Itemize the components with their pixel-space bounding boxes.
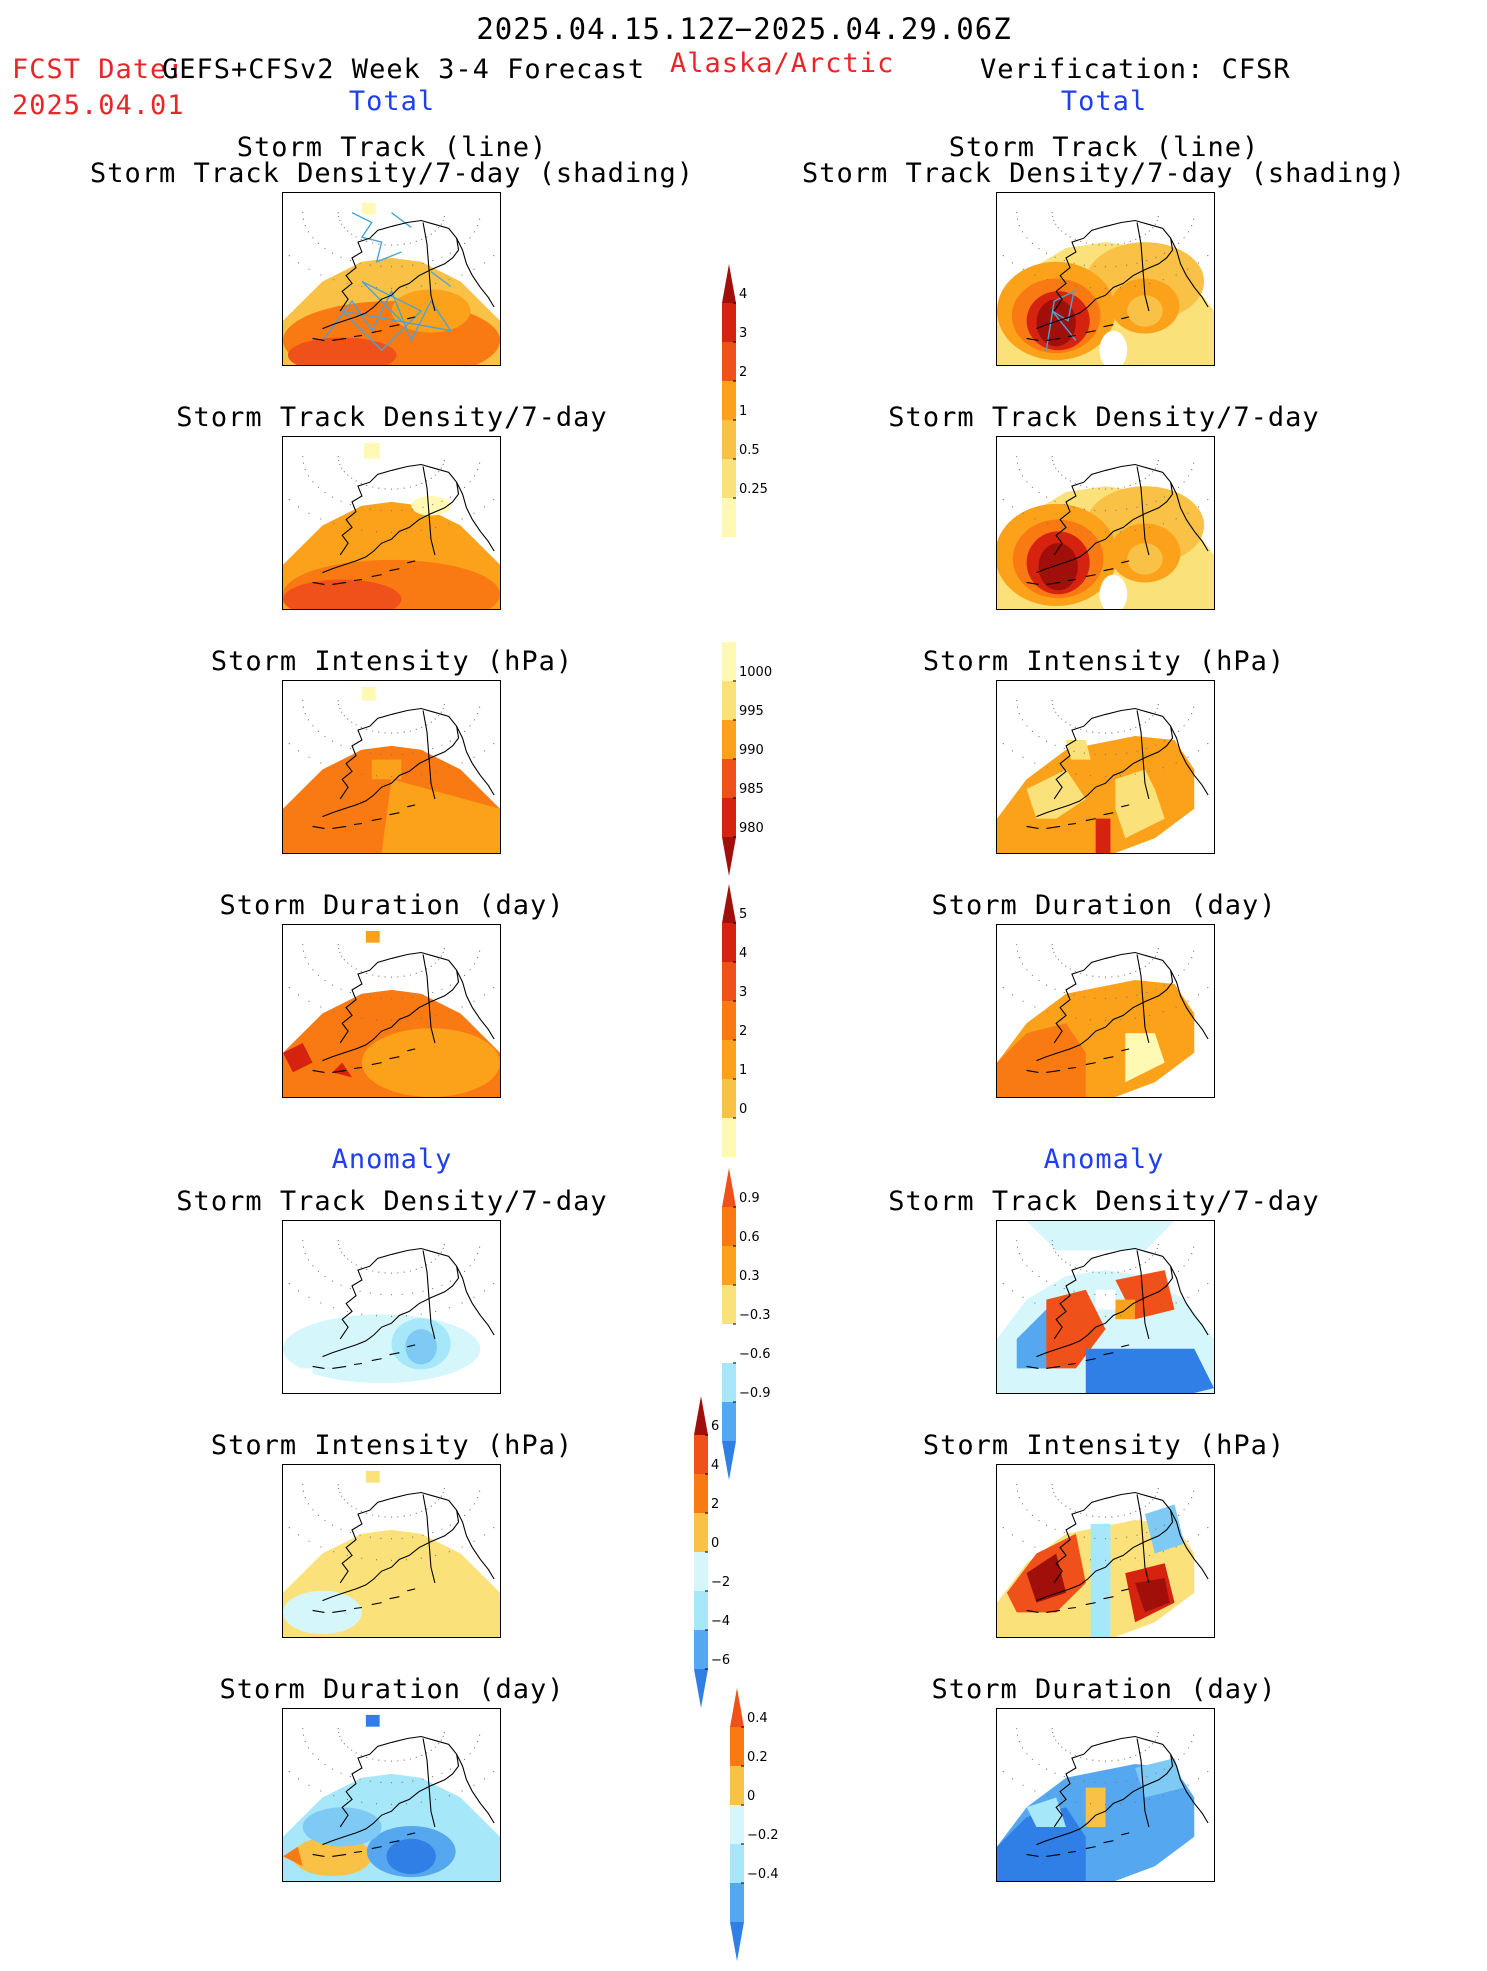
anomaly-label-right: Anomaly: [1043, 1144, 1165, 1175]
title-density-left: Storm Track Density/7-day: [176, 402, 608, 433]
colorbar-tick-label: −0.9: [739, 1386, 771, 1401]
colorbar-duration-anomaly: 0.4 0.2 0 −0.2 −0.4: [730, 1688, 800, 1971]
colorbar-density-total: 4 3 2 1 0.5 0.25: [722, 264, 792, 547]
colorbar-tick-label: 2: [711, 1497, 719, 1512]
model-title: GEFS+CFSv2 Week 3-4 Forecast: [162, 54, 646, 85]
colorbar-tick-label: 1000: [739, 665, 772, 680]
colorbar-tick-label: 0: [747, 1789, 755, 1804]
title-duration-left: Storm Duration (day): [219, 890, 565, 921]
map-duration-anomaly-forecast: [282, 1708, 501, 1882]
colorbar-density-anomaly: 0.9 0.6 0.3 −0.3 −0.6 −0.9: [722, 1168, 792, 1490]
verification-title: Verification: CFSR: [980, 54, 1291, 85]
title-intensity-anom-left: Storm Intensity (hPa): [210, 1430, 574, 1461]
map-intensity-anomaly-forecast: [282, 1464, 501, 1638]
colorbar-tick-label: 6: [711, 1419, 719, 1434]
colorbar-tick-label: 0.25: [739, 482, 768, 497]
colorbar-tick-label: 4: [739, 946, 747, 961]
total-label-left: Total: [348, 86, 436, 117]
colorbar-intensity-total: 1000 995 990 985 980: [722, 642, 792, 886]
title-density-right: Storm Track Density/7-day: [888, 402, 1320, 433]
colorbar-tick-label: −2: [711, 1575, 730, 1590]
colorbar-tick-label: 0.4: [747, 1711, 768, 1726]
colorbar-tick-label: 990: [739, 743, 764, 758]
title-intensity-left: Storm Intensity (hPa): [210, 646, 574, 677]
colorbar-tick-label: 0.5: [739, 443, 760, 458]
fcst-label: FCST Date:: [12, 54, 185, 85]
map-intensity-forecast: [282, 680, 501, 854]
colorbar-tick-label: 4: [711, 1458, 719, 1473]
colorbar-tick-label: −0.2: [747, 1828, 779, 1843]
anomaly-label-left: Anomaly: [331, 1144, 453, 1175]
map-density-forecast: [282, 436, 501, 610]
colorbar-tick-label: 2: [739, 365, 747, 380]
colorbar-tick-label: 1: [739, 1063, 747, 1078]
colorbar-tick-label: −0.4: [747, 1867, 779, 1882]
title-duration-anom-right: Storm Duration (day): [931, 1674, 1277, 1705]
map-density-anomaly-verification: [996, 1220, 1215, 1394]
colorbar-tick-label: 0.9: [739, 1191, 760, 1206]
colorbar-tick-label: 3: [739, 326, 747, 341]
colorbar-tick-label: 0: [739, 1102, 747, 1117]
colorbar-tick-label: −0.6: [739, 1347, 771, 1362]
colorbar-tick-label: 0: [711, 1536, 719, 1551]
title-track-shading-right: Storm Track Density/7-day (shading): [802, 158, 1406, 189]
fcst-date: 2025.04.01: [12, 90, 185, 121]
map-intensity-verification: [996, 680, 1215, 854]
title-track-shading-left: Storm Track Density/7-day (shading): [90, 158, 694, 189]
colorbar-tick-label: 0.6: [739, 1230, 760, 1245]
colorbar-tick-label: 5: [739, 907, 747, 922]
title-intensity-anom-right: Storm Intensity (hPa): [922, 1430, 1286, 1461]
total-label-right: Total: [1060, 86, 1148, 117]
title-track-line-right: Storm Track (line): [948, 132, 1260, 163]
colorbar-tick-label: 0.3: [739, 1269, 760, 1284]
map-duration-anomaly-verification: [996, 1708, 1215, 1882]
map-track-verification: [996, 192, 1215, 366]
colorbar-tick-label: 3: [739, 985, 747, 1000]
date-range-title: 2025.04.15.12Z−2025.04.29.06Z: [476, 12, 1012, 46]
colorbar-tick-label: 980: [739, 821, 764, 836]
title-duration-anom-left: Storm Duration (day): [219, 1674, 565, 1705]
colorbar-duration-total: 5 4 3 2 1 0: [722, 884, 792, 1167]
region-title: Alaska/Arctic: [670, 48, 895, 79]
colorbar-tick-label: −6: [711, 1653, 730, 1668]
colorbar-tick-label: 985: [739, 782, 764, 797]
title-track-line-left: Storm Track (line): [236, 132, 548, 163]
colorbar-intensity-anomaly: 6 4 2 0 −2 −4 −6: [694, 1396, 764, 1718]
map-track-forecast: [282, 192, 501, 366]
colorbar-tick-label: 2: [739, 1024, 747, 1039]
map-intensity-anomaly-verification: [996, 1464, 1215, 1638]
colorbar-tick-label: −0.3: [739, 1308, 771, 1323]
title-intensity-right: Storm Intensity (hPa): [922, 646, 1286, 677]
map-duration-verification: [996, 924, 1215, 1098]
colorbar-tick-label: 995: [739, 704, 764, 719]
title-density-anom-left: Storm Track Density/7-day: [176, 1186, 608, 1217]
colorbar-tick-label: 0.2: [747, 1750, 768, 1765]
colorbar-tick-label: 1: [739, 404, 747, 419]
map-density-anomaly-forecast: [282, 1220, 501, 1394]
colorbar-tick-label: 4: [739, 287, 747, 302]
title-duration-right: Storm Duration (day): [931, 890, 1277, 921]
map-duration-forecast: [282, 924, 501, 1098]
title-density-anom-right: Storm Track Density/7-day: [888, 1186, 1320, 1217]
colorbar-tick-label: −4: [711, 1614, 730, 1629]
map-density-verification: [996, 436, 1215, 610]
